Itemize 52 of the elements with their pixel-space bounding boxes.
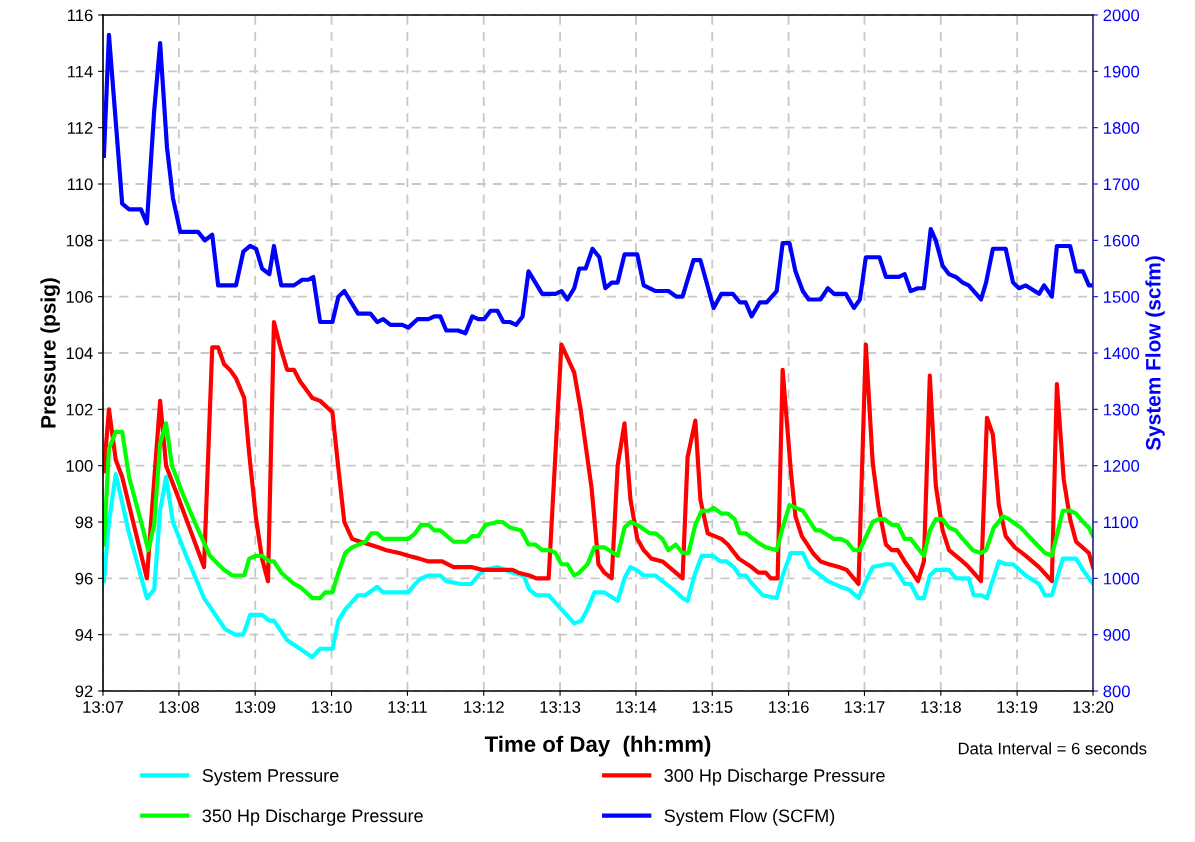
y-tick-label: 116	[67, 9, 93, 22]
x-tick-label: 13:10	[311, 701, 352, 713]
y-tick-label: 92	[75, 685, 93, 698]
y2-tick-label: 900	[1103, 629, 1130, 641]
x-tick-label: 13:07	[83, 701, 124, 713]
y-tick-label: 114	[67, 65, 93, 78]
x-tick-label: 13:19	[997, 701, 1038, 713]
y-tick-label: 108	[66, 234, 93, 247]
y2-tick-label: 1000	[1103, 572, 1140, 585]
line-series	[103, 421, 1093, 601]
x-tick-label: 13:17	[844, 701, 885, 713]
legend-label: 350 Hp Discharge Pressure	[202, 808, 423, 826]
y2-tick-label: 1900	[1103, 65, 1140, 78]
x-tick-label: 13:11	[388, 701, 427, 713]
y-tick-label: 94	[75, 629, 93, 641]
x-tick-label: 13:18	[921, 701, 961, 713]
y2-axis-title: System Flow (scfm)	[1145, 256, 1165, 451]
line-series	[103, 32, 1093, 336]
y-tick-label: 112	[67, 122, 93, 134]
y-tick-label: 102	[66, 403, 93, 416]
x-tick-label: 13:08	[159, 701, 199, 713]
x-tick-label: 13:14	[616, 701, 657, 713]
y-tick-label: 100	[66, 460, 93, 472]
y-tick-label: 104	[66, 347, 93, 360]
x-tick-label: 13:16	[769, 701, 809, 713]
y2-tick-label: 1800	[1103, 122, 1140, 134]
x-tick-label: 13:20	[1073, 701, 1114, 713]
line-series	[103, 472, 1093, 660]
text: Data Interval = 6 seconds	[958, 742, 1147, 755]
y2-tick-label: 1300	[1103, 403, 1140, 416]
legend-label: 300 Hp Discharge Pressure	[664, 768, 885, 786]
y2-tick-label: 1200	[1103, 460, 1140, 472]
y2-tick-label: 1400	[1103, 347, 1140, 360]
x-tick-label: 13:13	[540, 701, 581, 713]
x-tick-label: 13:09	[235, 701, 276, 713]
y2-tick-label: 1500	[1103, 291, 1140, 303]
legend-label: System Flow (SCFM)	[664, 808, 835, 826]
x-axis-title: Time of Day (hh:mm)	[484, 735, 711, 757]
y2-tick-label: 1100	[1103, 516, 1138, 529]
y-tick-label: 96	[75, 572, 93, 585]
legend-label: System Pressure	[202, 769, 339, 786]
y-tick-label: 106	[66, 291, 93, 303]
y2-tick-label: 800	[1103, 685, 1130, 698]
y2-tick-label: 1600	[1103, 234, 1140, 247]
x-tick-label: 13:15	[692, 701, 733, 713]
y2-tick-label: 2000	[1103, 9, 1140, 22]
y-tick-label: 98	[75, 516, 93, 529]
y-axis-title: Pressure (psig)	[40, 278, 60, 428]
y2-tick-label: 1700	[1103, 178, 1140, 191]
y-tick-label: 110	[67, 178, 93, 191]
x-tick-label: 13:12	[464, 701, 504, 713]
line-series	[103, 319, 1093, 587]
